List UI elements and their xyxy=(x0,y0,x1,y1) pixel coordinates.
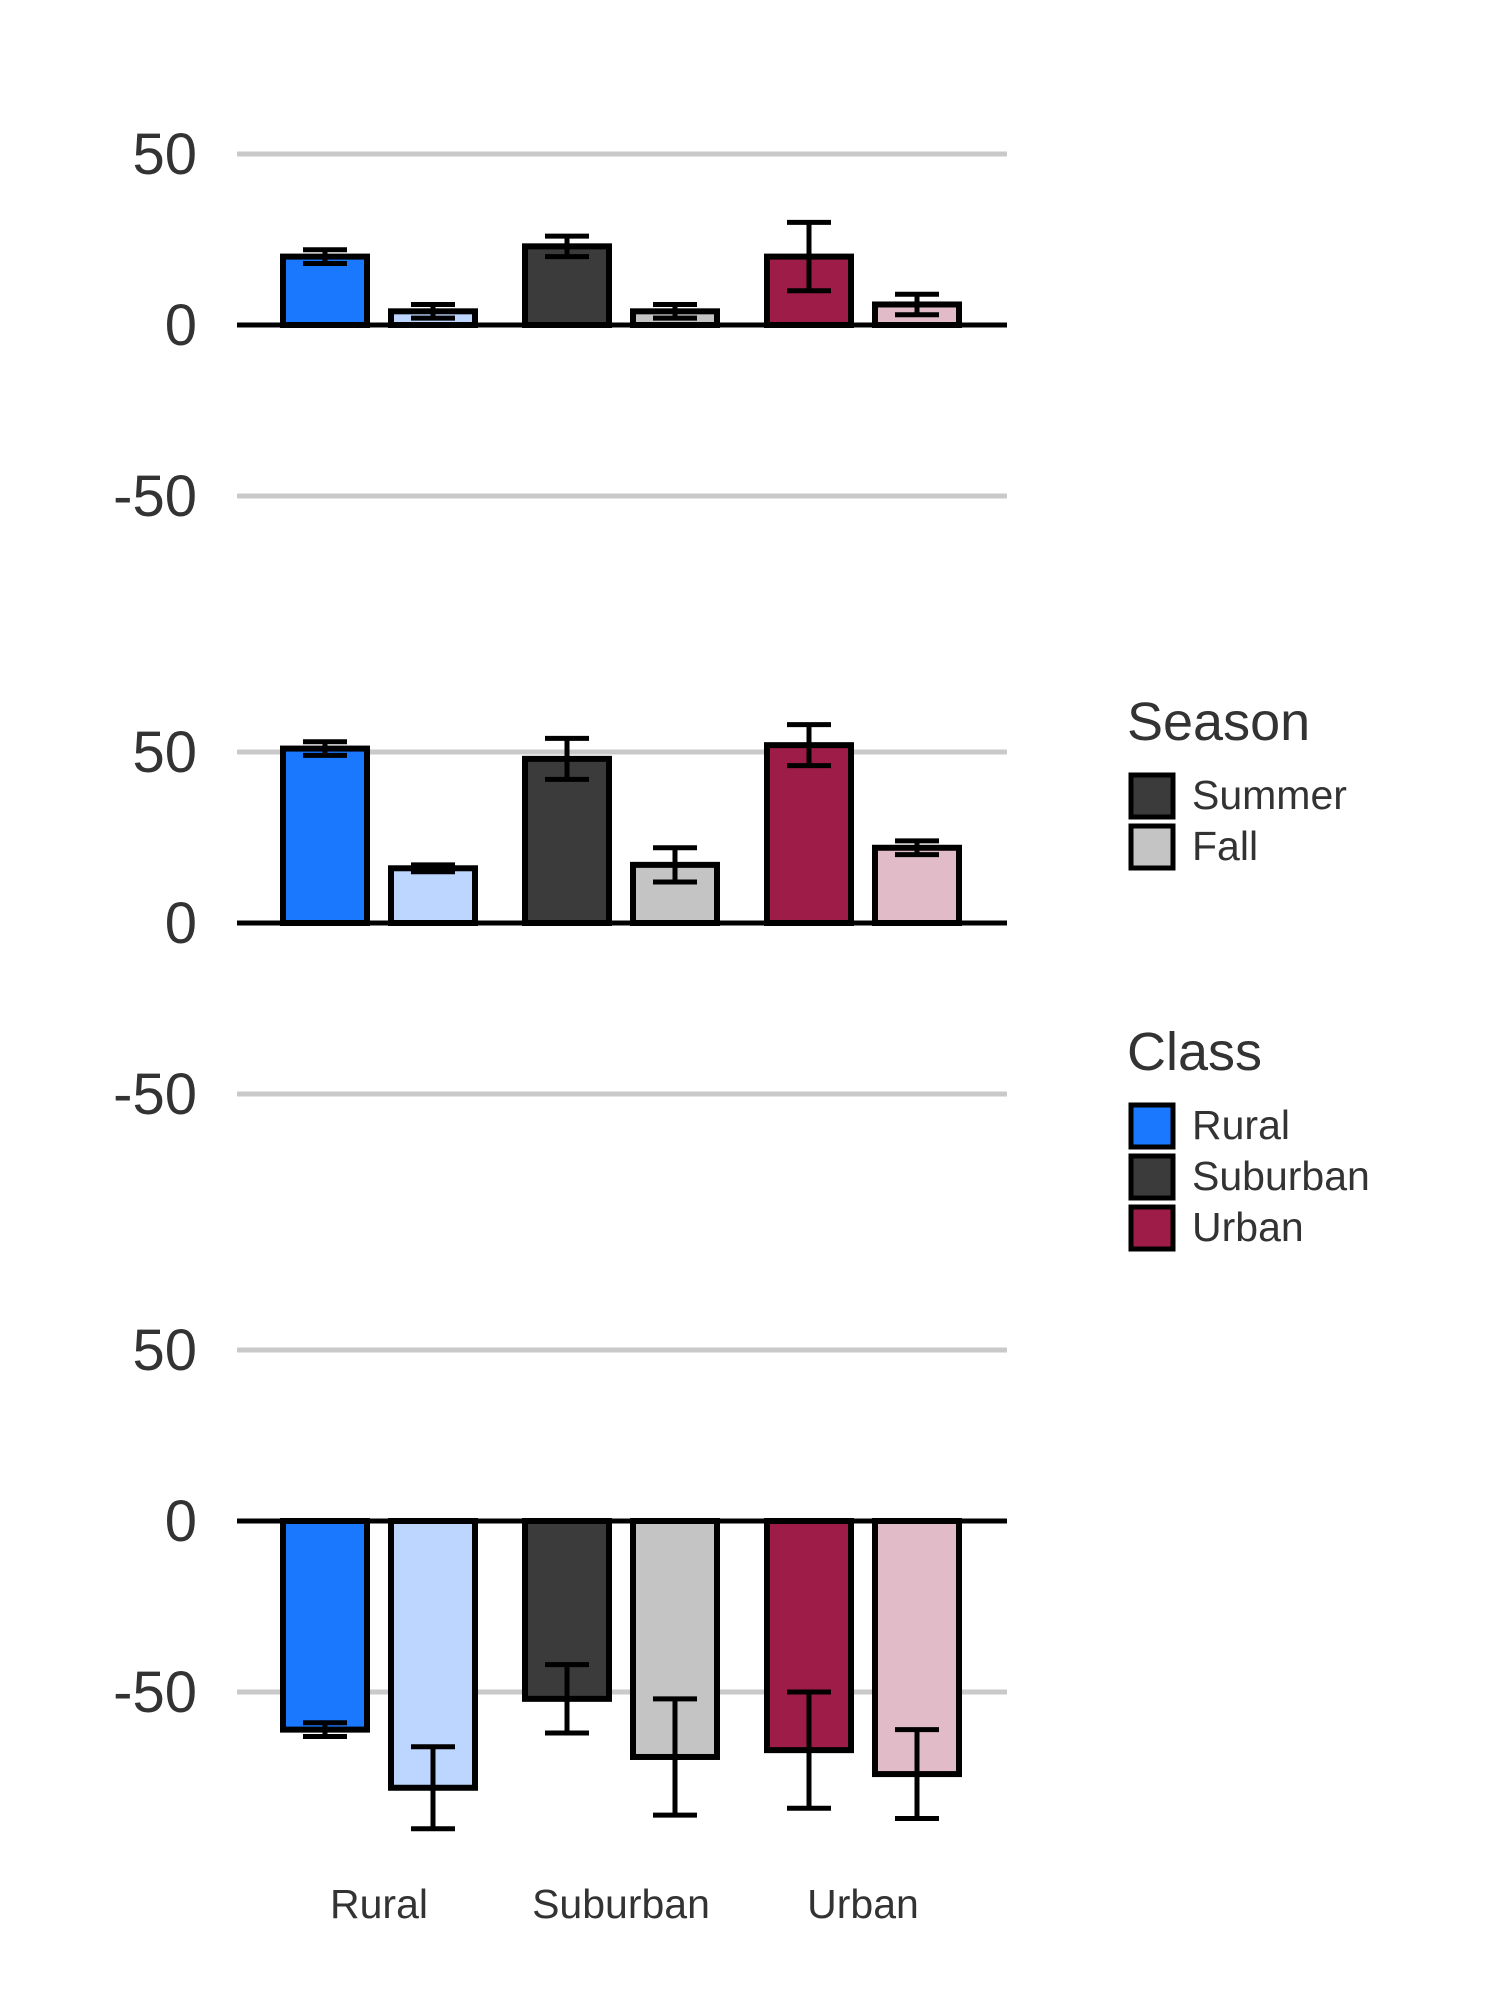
y-tick-label: 50 xyxy=(132,1318,197,1383)
error-bar xyxy=(545,1662,589,1736)
panel-3: 50 0 -50 xyxy=(113,1318,1007,1832)
bar-rural-summer xyxy=(280,745,370,927)
error-bar xyxy=(895,1727,939,1822)
error-bar xyxy=(545,735,589,782)
legend-swatch xyxy=(1128,1153,1176,1201)
error-bar xyxy=(895,838,939,858)
error-bar xyxy=(303,247,347,266)
x-category-label: Rural xyxy=(330,1881,428,1927)
y-tick-label: 50 xyxy=(132,122,197,187)
bar-suburban-summer xyxy=(522,1518,612,1702)
legend-label: Summer xyxy=(1192,772,1347,818)
error-bar xyxy=(787,219,831,294)
bar-urban-fall xyxy=(872,844,962,927)
error-bar xyxy=(411,862,455,875)
legend-label: Fall xyxy=(1192,823,1258,869)
legend-title: Class xyxy=(1127,1022,1262,1082)
error-bar xyxy=(303,1720,347,1739)
legend-area: Season Summer Fall Class Rural Suburban Urban xyxy=(1127,692,1370,1252)
bar-rural-summer xyxy=(280,1518,370,1733)
error-bar xyxy=(653,1696,697,1818)
error-bar xyxy=(411,1744,455,1832)
error-bar xyxy=(653,301,697,321)
y-tick-label: -50 xyxy=(113,1062,197,1127)
y-tick-label: 50 xyxy=(132,720,197,785)
error-bar xyxy=(653,845,697,885)
chart-panels: 50 0 -50 50 0 -50 50 0 -50 xyxy=(113,122,1007,1832)
error-bar xyxy=(895,291,939,318)
legend-title: Season xyxy=(1127,692,1310,752)
legend-label: Rural xyxy=(1192,1102,1290,1148)
legend-swatch xyxy=(1128,823,1176,871)
panel-2: 50 0 -50 xyxy=(113,720,1007,1127)
bar-rural-summer xyxy=(280,253,370,329)
legend-class: Class Rural Suburban Urban xyxy=(1127,1022,1370,1252)
x-axis-categories: Rural Suburban Urban xyxy=(330,1881,919,1927)
legend-season: Season Summer Fall xyxy=(1127,692,1347,871)
bar-suburban-summer xyxy=(522,755,612,927)
legend-label: Suburban xyxy=(1192,1153,1370,1199)
x-category-label: Suburban xyxy=(532,1881,710,1927)
x-category-label: Urban xyxy=(807,1881,919,1927)
error-bar xyxy=(787,1689,831,1811)
error-bar xyxy=(303,739,347,758)
error-bar xyxy=(787,722,831,769)
y-tick-label: -50 xyxy=(113,464,197,529)
legend-swatch xyxy=(1128,1102,1176,1150)
panel-1: 50 0 -50 xyxy=(113,122,1007,529)
y-tick-label: 0 xyxy=(165,1489,197,1554)
legend-swatch xyxy=(1128,772,1176,820)
legend-swatch xyxy=(1128,1204,1176,1252)
error-bar xyxy=(545,233,589,260)
y-tick-label: -50 xyxy=(113,1660,197,1725)
bar-rural-fall xyxy=(388,865,478,927)
bar-urban-summer xyxy=(764,742,854,926)
legend-label: Urban xyxy=(1192,1204,1304,1250)
error-bar xyxy=(411,301,455,321)
y-tick-label: 0 xyxy=(165,891,197,956)
y-tick-label: 0 xyxy=(165,293,197,358)
